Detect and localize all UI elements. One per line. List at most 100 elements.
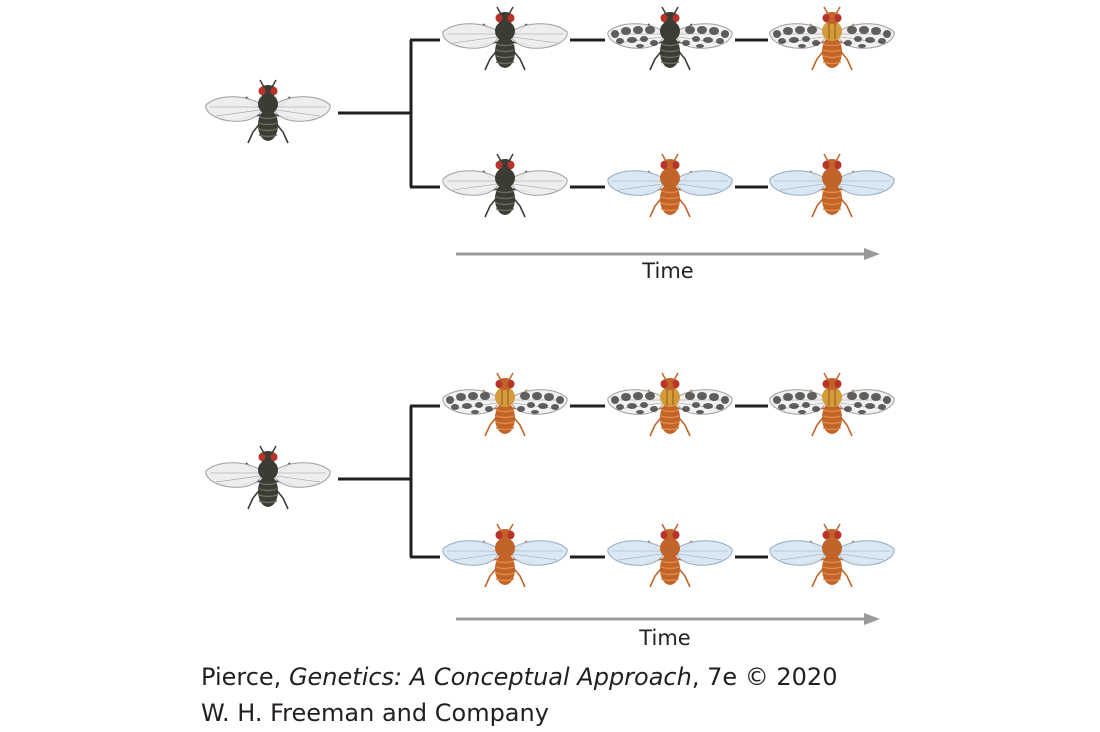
fly-ancestor [205, 445, 331, 510]
fly-lineage-1-stage-1 [442, 6, 568, 71]
wing-spot [795, 26, 805, 34]
fly-thorax [258, 460, 278, 480]
time-axis-label-bottom: Time [639, 626, 691, 650]
abdomen-band [258, 494, 278, 498]
fly-thorax [495, 21, 515, 41]
fly-right-wing [510, 23, 568, 49]
fly-left-wing [442, 23, 500, 49]
wing-spot [716, 404, 724, 410]
wing-spot [685, 26, 695, 34]
fly-eye [822, 14, 830, 22]
abdomen-band [495, 49, 515, 53]
fly-left-wing [607, 389, 665, 415]
wing-spot [778, 404, 786, 410]
fly-thorax [495, 538, 515, 558]
abdomen-band [495, 61, 515, 65]
wing-spot [878, 404, 886, 410]
abdomen-band [258, 134, 278, 138]
fly-left-wing [607, 540, 665, 566]
abdomen-band [822, 208, 842, 212]
fly-eye [660, 531, 668, 539]
abdomen-band [495, 421, 515, 425]
wing-spot [847, 392, 857, 400]
fly-eye [495, 380, 503, 388]
wing-spot [633, 392, 643, 400]
fly-right-wing [837, 23, 895, 49]
abdomen-band [822, 202, 842, 206]
fly-lineage-2-stage-2 [607, 523, 733, 588]
wing-spot [844, 406, 852, 412]
credit-author: Pierce, [201, 663, 289, 691]
wing-spot [485, 406, 493, 412]
wing-spot [696, 410, 704, 414]
abdomen-band [258, 122, 278, 126]
fly-left-wing [442, 170, 500, 196]
wing-spot [682, 40, 690, 46]
wing-spot [621, 27, 631, 35]
fly-lineage-2-stage-3 [769, 523, 895, 588]
wing-spot [636, 44, 644, 48]
wing-spot [475, 402, 483, 408]
wing-spot [871, 27, 881, 35]
abdomen-band [258, 500, 278, 504]
credit-line-1: Pierce, Genetics: A Conceptual Approach,… [201, 662, 837, 692]
wing-spot [456, 393, 466, 401]
wing-spot [773, 396, 781, 404]
abdomen-band [495, 196, 515, 200]
fly-thorax [660, 387, 680, 407]
wing-spot [783, 393, 793, 401]
fly-right-wing [510, 170, 568, 196]
fly-eye [834, 531, 842, 539]
fly-eye [822, 531, 830, 539]
fly-left-wing [769, 170, 827, 196]
wing-spot [640, 402, 648, 408]
time-axis-label-top: Time [642, 259, 694, 283]
wing-spot [697, 26, 707, 34]
wing-spot [697, 392, 707, 400]
abdomen-band [660, 560, 680, 564]
abdomen-band [822, 49, 842, 53]
wing-spot [802, 402, 810, 408]
abdomen-band [258, 488, 278, 492]
wing-spot [650, 406, 658, 412]
abdomen-band [822, 566, 842, 570]
fly-thorax [660, 168, 680, 188]
fly-eye [822, 380, 830, 388]
wing-spot [709, 393, 719, 401]
abdomen-band [660, 49, 680, 53]
wing-spot [520, 392, 530, 400]
abdomen-band [822, 427, 842, 431]
wing-spot [789, 403, 799, 409]
wing-spot [783, 27, 793, 35]
fly-left-wing [769, 540, 827, 566]
abdomen-band [258, 482, 278, 486]
wing-spot [621, 393, 631, 401]
abdomen-band [660, 572, 680, 576]
wing-spot [517, 406, 525, 412]
abdomen-band [660, 415, 680, 419]
wing-spot [616, 404, 624, 410]
abdomen-band [495, 190, 515, 194]
wing-spot [611, 396, 619, 404]
fly-eye [495, 531, 503, 539]
abdomen-band [495, 202, 515, 206]
fly-eye [834, 14, 842, 22]
wing-spot [480, 392, 490, 400]
wing-spot [462, 403, 472, 409]
wing-spot [616, 38, 624, 44]
wing-spot [451, 404, 459, 410]
time-arrow-head [864, 613, 880, 625]
abdomen-band [822, 55, 842, 59]
wing-spot [721, 396, 729, 404]
fly-eye [258, 453, 266, 461]
wing-spot [858, 44, 866, 48]
fly-eye [270, 87, 278, 95]
wing-spot [858, 410, 866, 414]
credit-line-2: W. H. Freeman and Company [201, 699, 549, 727]
wing-spot [721, 30, 729, 38]
abdomen-band [660, 196, 680, 200]
fly-lineage-1-stage-1 [442, 372, 568, 437]
abdomen-band [660, 421, 680, 425]
fly-eye [672, 531, 680, 539]
fly-right-wing [273, 96, 331, 122]
